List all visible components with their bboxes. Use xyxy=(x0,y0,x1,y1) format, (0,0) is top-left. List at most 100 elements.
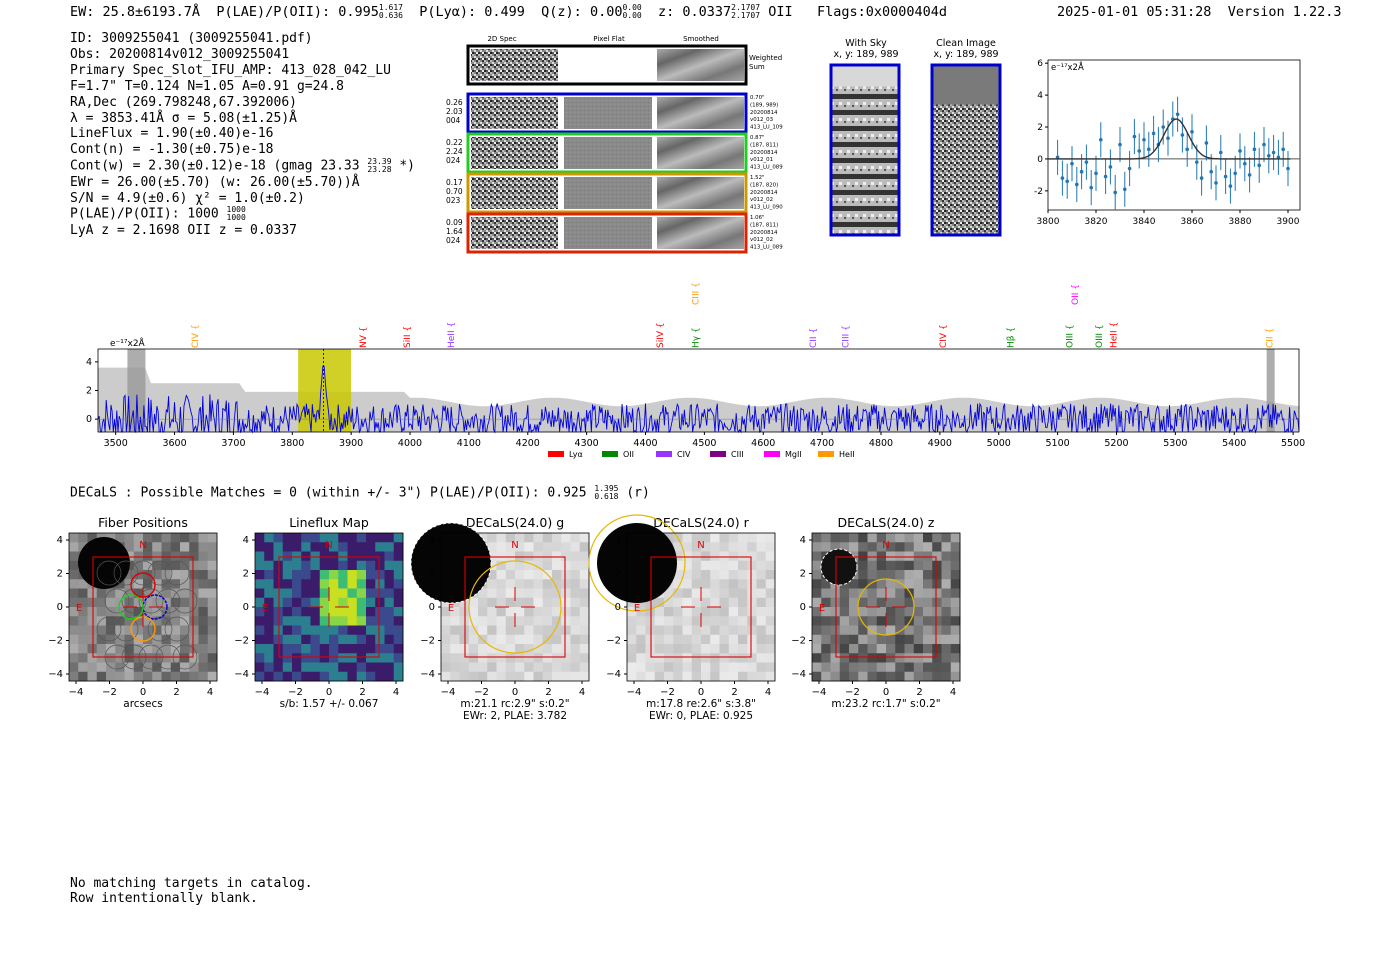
image-pixel xyxy=(124,542,135,552)
map-pixel xyxy=(319,570,330,580)
image-pixel xyxy=(858,653,868,663)
image-pixel xyxy=(858,634,868,645)
image-pixel xyxy=(115,588,125,599)
emission-line-label: CIII { xyxy=(692,282,702,305)
image-pixel xyxy=(738,662,748,673)
image-pixel xyxy=(664,653,674,663)
x-tick-label: 2 xyxy=(916,687,922,698)
image-pixel xyxy=(941,671,952,682)
image-pixel xyxy=(542,662,553,673)
image-pixel xyxy=(895,653,905,663)
image-pixel xyxy=(867,551,878,562)
image-pixel xyxy=(487,634,497,645)
cutout-pixelflat xyxy=(564,177,652,209)
image-pixel xyxy=(839,653,850,663)
fiber-circle xyxy=(96,560,122,586)
image-pixel xyxy=(152,588,162,599)
z-hi: 2.1707 xyxy=(731,3,761,12)
image-pixel xyxy=(69,533,79,543)
data-point xyxy=(1243,161,1247,166)
map-pixel xyxy=(282,542,293,552)
image-pixel xyxy=(106,588,116,599)
map-pixel xyxy=(338,616,348,626)
image-pixel xyxy=(133,625,144,636)
image-pixel xyxy=(161,570,172,580)
x-tick-label: −4 xyxy=(255,687,270,698)
image-pixel xyxy=(96,625,107,636)
image-pixel xyxy=(895,560,905,571)
image-pixel xyxy=(143,671,153,682)
image-pixel xyxy=(821,533,831,543)
map-pixel xyxy=(292,542,302,552)
cutout-right-label: 413_LU_089 xyxy=(750,245,783,251)
image-pixel xyxy=(645,671,656,682)
image-pixel xyxy=(515,560,525,571)
image-pixel xyxy=(664,588,674,599)
map-pixel xyxy=(375,542,385,552)
image-pixel xyxy=(858,551,868,562)
x-tick-label: −4 xyxy=(812,687,827,698)
north-label: N xyxy=(139,540,146,551)
map-pixel xyxy=(255,634,265,645)
image-pixel xyxy=(570,671,581,682)
y-tick-label: 2 xyxy=(429,569,435,580)
image-pixel xyxy=(189,607,199,617)
image-pixel xyxy=(682,597,693,608)
image-pixel xyxy=(570,597,581,608)
image-pixel xyxy=(152,560,162,571)
map-pixel xyxy=(282,671,293,682)
image-pixel xyxy=(115,579,125,589)
with-sky-image xyxy=(829,63,901,237)
image-pixel xyxy=(198,551,209,562)
map-pixel xyxy=(329,588,339,599)
image-pixel xyxy=(468,634,479,645)
fiber-circle xyxy=(113,560,139,586)
image-pixel xyxy=(701,644,711,654)
image-pixel xyxy=(468,644,479,654)
image-pixel xyxy=(691,579,702,589)
image-pixel xyxy=(542,644,553,654)
image-pixel xyxy=(468,653,479,663)
x-tick-label: 3820 xyxy=(1085,217,1108,227)
x-tick-label: 0 xyxy=(140,687,146,698)
image-pixel xyxy=(161,625,172,636)
image-pixel xyxy=(570,625,581,636)
image-pixel xyxy=(941,662,952,673)
x-tick-label: 3900 xyxy=(339,438,363,449)
image-pixel xyxy=(87,588,98,599)
image-pixel xyxy=(728,653,739,663)
image-pixel xyxy=(932,616,942,626)
image-pixel xyxy=(78,616,88,626)
image-pixel xyxy=(747,625,757,636)
image-pixel xyxy=(78,662,88,673)
cutout-left-label: 0.17 xyxy=(446,178,463,187)
image-pixel xyxy=(812,588,822,599)
image-pixel xyxy=(812,533,822,543)
image-pixel xyxy=(143,560,153,571)
map-pixel xyxy=(366,616,376,626)
image-pixel xyxy=(533,542,544,552)
image-pixel xyxy=(69,625,79,636)
map-pixel xyxy=(384,616,395,626)
image-pixel xyxy=(170,579,181,589)
image-pixel xyxy=(913,662,924,673)
data-point xyxy=(1262,142,1266,147)
image-pixel xyxy=(839,662,850,673)
cutout-right-label: 20200814 xyxy=(750,230,778,236)
image-pixel xyxy=(133,560,144,571)
image-pixel xyxy=(867,533,878,543)
map-pixel xyxy=(329,671,339,682)
image-pixel xyxy=(78,644,88,654)
contw-end: *) xyxy=(399,158,415,174)
data-point xyxy=(1204,141,1209,145)
data-point xyxy=(1199,176,1204,180)
image-pixel xyxy=(710,616,720,626)
map-pixel xyxy=(347,560,358,571)
map-pixel xyxy=(375,597,385,608)
image-pixel xyxy=(849,671,859,682)
image-pixel xyxy=(932,597,942,608)
map-pixel xyxy=(273,560,284,571)
map-pixel xyxy=(366,579,376,589)
image-pixel xyxy=(923,607,933,617)
map-pixel xyxy=(273,607,284,617)
